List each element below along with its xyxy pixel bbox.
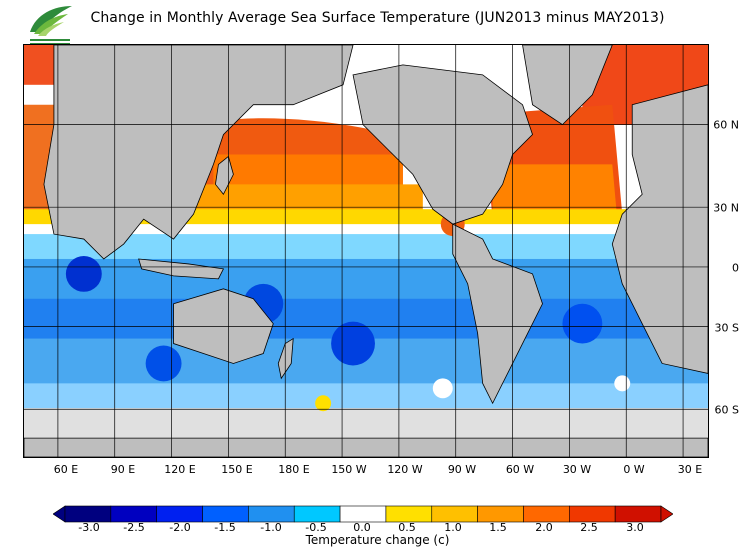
colorbar-tick: -3.0 [78, 521, 100, 534]
page-title: Change in Monthly Average Sea Surface Te… [90, 10, 665, 26]
colorbar-tick: 2.0 [535, 521, 553, 534]
colorbar-tick: 2.5 [580, 521, 598, 534]
lon-label-30e: 30 E [677, 463, 703, 476]
colorbar-segment [110, 505, 157, 523]
lon-label-0w: 0 W [623, 463, 645, 476]
graticule [24, 45, 708, 457]
colorbar-title: Temperature change (c) [305, 533, 450, 547]
colorbar-segment [614, 505, 662, 523]
lat-label-60n: 60 N [713, 118, 739, 132]
colorbar-tick: 0.5 [398, 521, 416, 534]
colorbar-segment [431, 505, 478, 523]
lon-label-150e: 150 E [221, 463, 253, 476]
colorbar-segment [293, 505, 341, 523]
colorbar-tick: 1.5 [489, 521, 507, 534]
lon-label-120w: 120 W [387, 463, 423, 476]
colorbar [53, 505, 673, 523]
lon-label-120e: 120 E [164, 463, 196, 476]
colorbar-tick: 0.0 [353, 521, 371, 534]
colorbar-segment [64, 505, 112, 523]
lon-label-180e: 180 E [278, 463, 310, 476]
lon-label-60e: 60 E [53, 463, 79, 476]
colorbar-tick: 3.0 [626, 521, 644, 534]
lon-label-90e: 90 E [110, 463, 136, 476]
colorbar-tick: -1.5 [214, 521, 236, 534]
colorbar-segment [569, 505, 616, 523]
lat-label-30n: 30 N [713, 201, 739, 215]
colorbar-segment [339, 505, 387, 523]
colorbar-tick: 1.0 [444, 521, 462, 534]
colorbar-tick: -0.5 [305, 521, 327, 534]
colorbar-tick: -1.0 [260, 521, 282, 534]
lat-label-0: 0 [732, 261, 739, 275]
colorbar-segment [477, 505, 524, 523]
lon-label-30w: 30 W [562, 463, 592, 476]
lat-label-60s: 60 S [714, 403, 739, 417]
colorbar-segment [523, 505, 570, 523]
lon-label-60w: 60 W [505, 463, 535, 476]
colorbar-segment [156, 505, 203, 523]
colorbar-tick: -2.0 [169, 521, 191, 534]
colorbar-segment [248, 505, 295, 523]
colorbar-low-arrow [53, 505, 66, 523]
colorbar-high-arrow [660, 505, 673, 523]
land [24, 45, 708, 457]
sst-change-map [23, 44, 709, 458]
colorbar-segment [202, 505, 249, 523]
lat-label-30s: 30 S [714, 321, 739, 335]
colorbar-tick: -2.5 [123, 521, 145, 534]
lon-label-90w: 90 W [447, 463, 477, 476]
colorbar-segment [385, 505, 433, 523]
lon-label-150w: 150 W [331, 463, 367, 476]
